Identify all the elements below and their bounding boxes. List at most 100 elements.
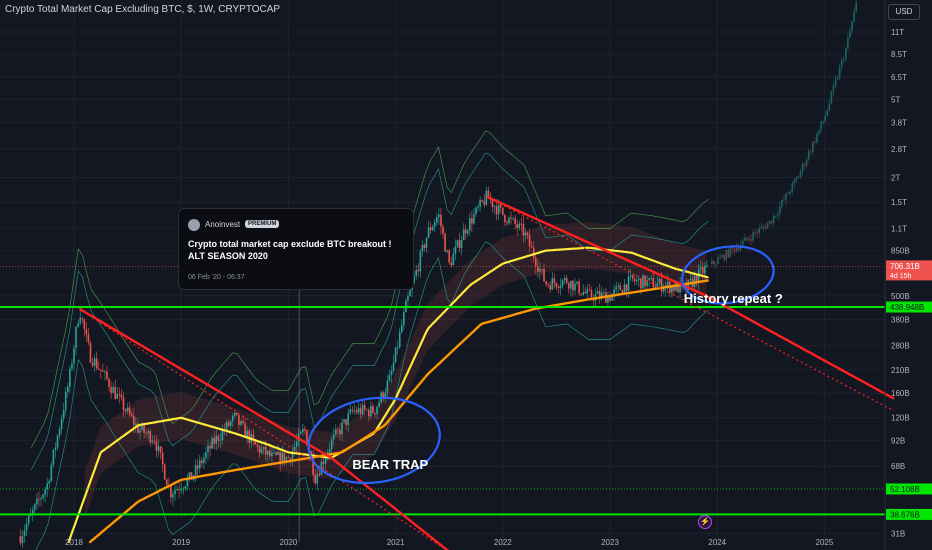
projected-candle xyxy=(723,255,726,260)
support-levels xyxy=(0,306,885,516)
candle xyxy=(522,223,525,236)
price-tick-label: 11T xyxy=(891,28,904,37)
candle xyxy=(584,291,587,294)
price-tag-label: 38.676B xyxy=(890,510,920,519)
candle xyxy=(386,380,389,393)
candle xyxy=(38,498,40,500)
candle xyxy=(704,266,706,274)
trend-line xyxy=(78,307,332,459)
annotation-label: BEAR TRAP xyxy=(352,457,428,472)
candle xyxy=(176,489,178,491)
candle xyxy=(100,369,102,371)
candle xyxy=(654,286,657,288)
candle xyxy=(433,222,436,227)
projected-candle xyxy=(727,250,730,257)
annotations: BEAR TRAP History repeat ? xyxy=(352,291,783,472)
projected-candle xyxy=(809,151,812,153)
candle xyxy=(48,480,51,484)
candle xyxy=(271,452,273,457)
time-axis[interactable]: 2018 2019 2020 2021 2022 2023 2024 2025 xyxy=(65,538,834,547)
candle xyxy=(502,207,504,215)
candle xyxy=(114,387,117,399)
candle xyxy=(376,406,378,415)
candle xyxy=(491,200,494,207)
projected-candle xyxy=(725,250,728,260)
candle xyxy=(417,269,420,272)
candle xyxy=(337,429,339,431)
candle xyxy=(229,421,232,426)
candle xyxy=(244,423,246,438)
candle xyxy=(180,489,182,491)
candle xyxy=(165,479,168,486)
projected-candle xyxy=(807,151,810,160)
lightning-icon[interactable]: ⚡ xyxy=(698,515,712,529)
candle xyxy=(73,348,75,364)
candle xyxy=(421,244,424,252)
candle xyxy=(504,214,506,222)
lower-band xyxy=(35,241,709,550)
idea-popup[interactable]: Anoinvest PREMIUM Crypto total market ca… xyxy=(178,208,414,290)
price-tick-label: 500B xyxy=(891,292,910,301)
candle xyxy=(174,490,176,495)
candle xyxy=(225,422,228,431)
projected-candle xyxy=(744,237,746,241)
candle xyxy=(137,423,139,433)
projected-candle xyxy=(762,226,765,228)
candle xyxy=(452,253,455,266)
candle xyxy=(559,285,562,288)
candle xyxy=(477,206,479,208)
time-tick-label: 2024 xyxy=(708,538,726,547)
projected-candle xyxy=(818,129,820,134)
projected-candle xyxy=(838,67,841,78)
candle xyxy=(64,391,67,411)
author-name[interactable]: Anoinvest xyxy=(205,220,241,229)
candle xyxy=(448,250,450,263)
projected-candle xyxy=(768,220,771,224)
candle xyxy=(646,280,648,287)
candle xyxy=(207,445,209,453)
candle xyxy=(407,296,409,301)
candle xyxy=(378,402,380,407)
candle xyxy=(440,214,442,227)
candle xyxy=(335,429,337,435)
candle xyxy=(128,407,131,415)
candle xyxy=(475,207,477,215)
idea-title[interactable]: Crypto total market cap exclude BTC brea… xyxy=(188,239,392,261)
price-tags: 706.31B 4d 15h 438.948B 52.108B 38.676B xyxy=(886,260,932,520)
candle xyxy=(534,257,537,267)
candle xyxy=(415,269,418,277)
price-tick-label: 31B xyxy=(891,529,905,538)
projected-candle xyxy=(828,102,831,111)
candle xyxy=(153,440,156,442)
candle xyxy=(576,281,578,284)
currency-button[interactable]: USD xyxy=(888,4,920,20)
candle xyxy=(299,431,302,434)
candle xyxy=(547,284,549,286)
candle xyxy=(155,441,158,451)
candle xyxy=(56,435,59,448)
candle xyxy=(46,483,48,490)
candle xyxy=(295,441,298,447)
candle xyxy=(149,430,152,443)
candle xyxy=(644,275,646,287)
price-axis[interactable]: 11T 8.5T 6.5T 5T 3.8T 2.8T 2T 1.5T 1.1T 850B 500B 3… xyxy=(884,0,910,550)
projected-candle xyxy=(741,240,744,246)
candle xyxy=(320,461,323,475)
projected-candle xyxy=(750,239,752,241)
candle xyxy=(23,530,26,537)
candle xyxy=(403,312,405,326)
candle xyxy=(425,237,428,248)
candle xyxy=(34,504,36,510)
candle xyxy=(141,425,143,431)
candle xyxy=(102,370,104,372)
candle xyxy=(25,523,28,531)
candle xyxy=(409,289,411,297)
candle xyxy=(343,419,345,423)
candle xyxy=(633,278,636,282)
candle xyxy=(660,279,663,292)
candle xyxy=(423,244,426,248)
candle xyxy=(345,419,347,425)
candle xyxy=(629,275,632,277)
candle xyxy=(341,422,343,435)
